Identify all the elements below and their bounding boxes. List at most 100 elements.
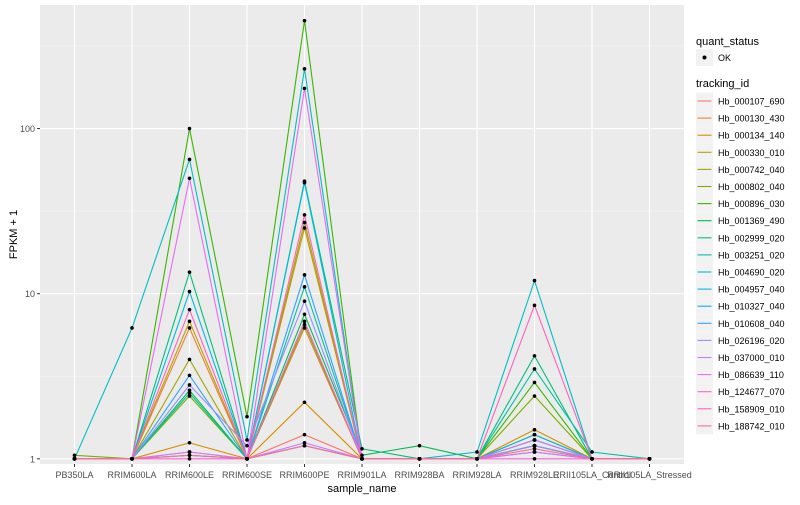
- data-point: [72, 453, 77, 458]
- legend-label-series: Hb_037000_010: [718, 353, 785, 363]
- legend-label-series: Hb_000896_030: [718, 199, 785, 209]
- data-point: [187, 126, 192, 131]
- data-point: [532, 438, 537, 442]
- x-tick-label: PB350LA: [55, 470, 93, 480]
- x-axis-title: sample_name: [327, 483, 396, 495]
- data-point: [245, 438, 249, 442]
- data-point: [590, 450, 594, 454]
- legend-label-series: Hb_124677_070: [718, 387, 785, 397]
- x-tick-label: RRIM928LE: [510, 470, 559, 480]
- data-point: [475, 456, 479, 461]
- x-tick-label: RRIM901LA: [337, 470, 386, 480]
- data-point: [187, 357, 192, 362]
- data-point: [302, 213, 307, 217]
- legend-point-key: [702, 55, 707, 60]
- data-point: [302, 86, 307, 91]
- legend: quant_status OK tracking_id Hb_000107_690 Hb…: [696, 36, 785, 435]
- y-tick-label: 10: [25, 289, 35, 299]
- x-tick-label: RRIM600SE: [222, 470, 272, 480]
- data-point: [302, 299, 307, 304]
- x-tick-label: RRII105LA_Stressed: [607, 470, 692, 480]
- data-point: [302, 285, 307, 289]
- legend-title-tracking-id: tracking_id: [696, 78, 749, 90]
- data-point: [360, 456, 364, 461]
- data-point: [187, 319, 192, 324]
- data-point: [302, 312, 307, 317]
- data-point: [187, 391, 192, 395]
- legend-label-series: Hb_026196_020: [718, 336, 785, 346]
- data-point: [187, 307, 192, 312]
- data-point: [187, 270, 192, 274]
- legend-label-series: Hb_000742_040: [718, 165, 785, 175]
- data-point: [532, 303, 537, 308]
- data-point: [187, 388, 192, 393]
- x-tick-label: RRIM928BA: [394, 470, 444, 480]
- y-tick-label: 100: [20, 124, 35, 134]
- data-point: [72, 456, 77, 461]
- data-point: [130, 326, 134, 330]
- legend-label-series: Hb_002999_020: [718, 233, 785, 243]
- data-point: [532, 278, 537, 283]
- data-point: [187, 157, 192, 162]
- data-point: [647, 456, 652, 461]
- data-point: [302, 226, 307, 230]
- legend-label-series: Hb_158909_010: [718, 404, 785, 414]
- data-point: [245, 443, 249, 448]
- data-points: [72, 18, 652, 461]
- data-point: [532, 354, 537, 358]
- legend-label-series: Hb_000134_140: [718, 131, 785, 141]
- legend-label-series: Hb_010608_040: [718, 319, 785, 329]
- data-point: [187, 450, 192, 454]
- y-tick-label: 1: [30, 454, 35, 464]
- data-point: [475, 450, 479, 454]
- data-point: [245, 414, 249, 419]
- data-point: [302, 443, 307, 448]
- data-point: [302, 220, 307, 225]
- data-point: [302, 440, 307, 445]
- data-point: [302, 326, 307, 330]
- data-point: [417, 443, 422, 448]
- data-point: [532, 427, 537, 432]
- data-point: [130, 456, 134, 461]
- data-point: [532, 432, 537, 437]
- x-tick-label: RRIM600LA: [107, 470, 156, 480]
- data-point: [302, 18, 307, 23]
- legend-label-series: Hb_000107_690: [718, 97, 785, 107]
- data-point: [532, 367, 537, 371]
- legend-title-quant-status: quant_status: [696, 36, 759, 48]
- legend-label-series: Hb_004690_020: [718, 268, 785, 278]
- data-point: [302, 273, 307, 277]
- data-point: [187, 373, 192, 378]
- data-point: [417, 456, 422, 461]
- legend-label-series: Hb_003251_020: [718, 250, 785, 260]
- legend-label-series: Hb_000130_430: [718, 114, 785, 124]
- data-point: [532, 443, 537, 448]
- data-point: [187, 289, 192, 294]
- data-point: [302, 319, 307, 324]
- data-point: [590, 456, 594, 461]
- legend-label-series: Hb_010327_040: [718, 302, 785, 312]
- data-point: [302, 67, 307, 71]
- x-tick-label: RRII105LA_Control: [553, 470, 631, 480]
- data-point: [187, 440, 192, 445]
- legend-label-status: OK: [718, 53, 731, 63]
- legend-label-series: Hb_000802_040: [718, 182, 785, 192]
- data-point: [532, 446, 537, 451]
- legend-label-series: Hb_004957_040: [718, 285, 785, 295]
- data-point: [187, 176, 192, 181]
- data-point: [302, 400, 307, 405]
- data-point: [302, 322, 307, 327]
- data-point: [245, 456, 249, 461]
- legend-label-series: Hb_001369_490: [718, 216, 785, 226]
- data-point: [360, 453, 364, 458]
- legend-label-series: Hb_188742_010: [718, 421, 785, 431]
- data-point: [532, 380, 537, 385]
- data-point: [360, 446, 364, 451]
- data-point: [187, 456, 192, 461]
- data-point: [532, 456, 537, 461]
- x-tick-label: RRIM600PE: [279, 470, 329, 480]
- y-axis-title: FPKM + 1: [8, 210, 20, 259]
- data-point: [532, 394, 537, 398]
- data-point: [532, 450, 537, 454]
